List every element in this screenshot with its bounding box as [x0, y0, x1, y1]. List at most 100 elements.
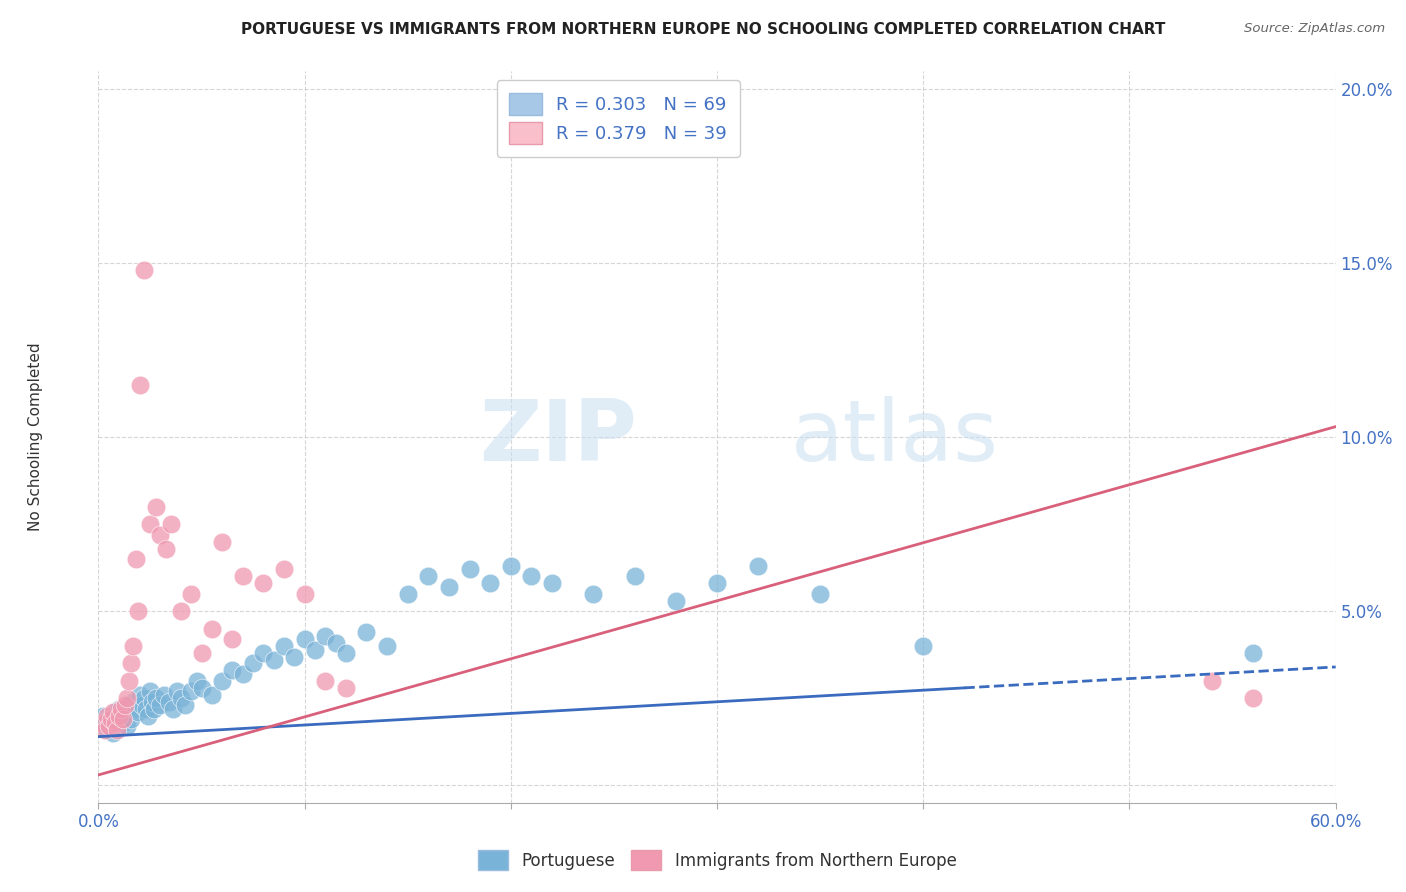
Point — [96, 708, 118, 723]
Point — [314, 629, 336, 643]
Point — [211, 534, 233, 549]
Point — [139, 684, 162, 698]
Point — [1241, 646, 1264, 660]
Point — [294, 587, 316, 601]
Point — [104, 715, 127, 730]
Point — [174, 698, 197, 713]
Point — [104, 705, 127, 719]
Point — [100, 719, 122, 733]
Point — [93, 723, 115, 737]
Point — [118, 673, 141, 688]
Point — [91, 708, 114, 723]
Text: Source: ZipAtlas.com: Source: ZipAtlas.com — [1244, 22, 1385, 36]
Point — [190, 681, 212, 695]
Point — [335, 681, 357, 695]
Point — [135, 702, 157, 716]
Point — [170, 691, 193, 706]
Point — [118, 698, 141, 713]
Point — [132, 263, 155, 277]
Point — [96, 723, 118, 737]
Point — [139, 517, 162, 532]
Text: atlas: atlas — [792, 395, 1000, 479]
Point — [479, 576, 502, 591]
Point — [122, 639, 145, 653]
Point — [141, 695, 163, 709]
Point — [582, 587, 605, 601]
Point — [335, 646, 357, 660]
Point — [221, 664, 243, 678]
Point — [221, 632, 243, 646]
Point — [155, 541, 177, 556]
Point — [325, 635, 347, 649]
Point — [273, 562, 295, 576]
Point — [252, 576, 274, 591]
Point — [159, 517, 181, 532]
Point — [242, 657, 264, 671]
Point — [162, 702, 184, 716]
Point — [283, 649, 305, 664]
Point — [153, 688, 176, 702]
Point — [124, 552, 146, 566]
Legend: Portuguese, Immigrants from Northern Europe: Portuguese, Immigrants from Northern Eur… — [470, 841, 965, 879]
Point — [520, 569, 543, 583]
Point — [166, 684, 188, 698]
Point — [912, 639, 935, 653]
Point — [747, 558, 769, 573]
Point — [101, 726, 124, 740]
Point — [124, 702, 146, 716]
Text: PORTUGUESE VS IMMIGRANTS FROM NORTHERN EUROPE NO SCHOOLING COMPLETED CORRELATION: PORTUGUESE VS IMMIGRANTS FROM NORTHERN E… — [240, 22, 1166, 37]
Point — [263, 653, 285, 667]
Point — [1241, 691, 1264, 706]
Point — [120, 712, 142, 726]
Point — [201, 622, 224, 636]
Point — [157, 695, 180, 709]
Point — [170, 604, 193, 618]
Point — [114, 698, 136, 713]
Point — [145, 500, 167, 514]
Point — [127, 604, 149, 618]
Point — [97, 719, 120, 733]
Point — [132, 691, 155, 706]
Point — [665, 594, 688, 608]
Point — [108, 708, 131, 723]
Point — [211, 673, 233, 688]
Point — [108, 702, 131, 716]
Point — [808, 587, 831, 601]
Point — [114, 705, 136, 719]
Point — [105, 723, 128, 737]
Point — [180, 587, 202, 601]
Point — [232, 667, 254, 681]
Point — [97, 712, 120, 726]
Point — [91, 715, 114, 730]
Point — [180, 684, 202, 698]
Point — [93, 715, 115, 730]
Point — [136, 708, 159, 723]
Point — [706, 576, 728, 591]
Text: ZIP: ZIP — [479, 395, 637, 479]
Point — [117, 719, 139, 733]
Point — [149, 698, 172, 713]
Point — [101, 705, 124, 719]
Point — [186, 673, 208, 688]
Point — [122, 695, 145, 709]
Point — [304, 642, 326, 657]
Point — [112, 712, 135, 726]
Point — [149, 527, 172, 541]
Point — [120, 657, 142, 671]
Point — [100, 712, 122, 726]
Point — [232, 569, 254, 583]
Point — [499, 558, 522, 573]
Point — [418, 569, 440, 583]
Point — [375, 639, 398, 653]
Point — [396, 587, 419, 601]
Point — [128, 377, 150, 392]
Point — [294, 632, 316, 646]
Point — [437, 580, 460, 594]
Y-axis label: No Schooling Completed: No Schooling Completed — [28, 343, 42, 532]
Point — [314, 673, 336, 688]
Point — [356, 625, 378, 640]
Point — [252, 646, 274, 660]
Point — [117, 691, 139, 706]
Point — [131, 698, 153, 713]
Point — [128, 688, 150, 702]
